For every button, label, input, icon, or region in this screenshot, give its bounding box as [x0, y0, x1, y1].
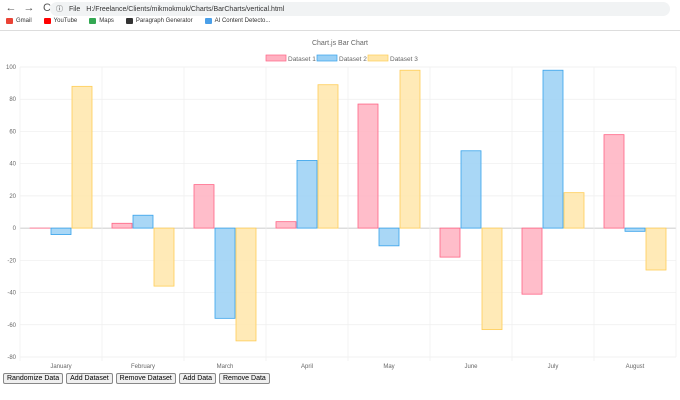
bar — [624, 227, 646, 232]
divider — [0, 30, 680, 31]
legend-label: Dataset 2 — [339, 56, 367, 63]
url-text: H:/Freelance/Clients/mikmokmuk/Charts/Ba… — [86, 5, 285, 13]
bar — [214, 227, 236, 319]
y-tick-label: -80 — [7, 355, 16, 361]
bar — [521, 227, 543, 295]
bar — [481, 227, 503, 331]
button-row: Randomize Data Add Dataset Remove Datase… — [3, 373, 270, 384]
info-icon: ⓘ — [56, 6, 63, 13]
y-tick-label: 80 — [9, 97, 16, 103]
x-tick-label: April — [301, 364, 313, 370]
bar — [460, 150, 482, 229]
bar — [645, 227, 667, 271]
bar — [50, 227, 72, 235]
y-tick-label: -60 — [7, 323, 16, 329]
legend-swatch — [316, 54, 338, 62]
bookmark-item[interactable]: YouTube — [43, 18, 78, 24]
bar — [275, 221, 297, 229]
bookmark-icon — [6, 18, 13, 24]
bar — [71, 85, 93, 229]
y-tick-label: -20 — [7, 258, 16, 264]
randomize-data-button[interactable]: Randomize Data — [3, 373, 64, 384]
bookmark-icon — [204, 18, 212, 24]
bar — [111, 222, 133, 229]
legend-label: Dataset 1 — [288, 56, 316, 63]
x-tick-label: June — [464, 364, 478, 370]
y-tick-label: 60 — [9, 129, 16, 135]
bookmark-item[interactable]: AI Content Detecto... — [204, 18, 271, 24]
bar — [357, 103, 379, 229]
bar — [542, 69, 564, 229]
bar — [378, 227, 400, 247]
x-tick-label: May — [383, 364, 394, 370]
remove-dataset-button[interactable]: Remove Dataset — [115, 373, 176, 384]
y-tick-label: 0 — [13, 226, 17, 232]
bar — [439, 227, 461, 258]
chart-title: Chart.js Bar Chart — [312, 40, 368, 47]
legend-swatch — [265, 54, 287, 62]
file-label: File — [69, 5, 81, 13]
x-tick-label: July — [548, 364, 559, 370]
bar — [603, 134, 625, 229]
bar — [193, 184, 215, 229]
y-tick-label: -40 — [7, 291, 16, 297]
legend-label: Dataset 3 — [390, 56, 418, 63]
add-dataset-button[interactable]: Add Dataset — [66, 373, 113, 384]
bookmark-label: AI Content Detecto... — [214, 18, 271, 24]
bookmark-icon — [43, 18, 51, 24]
bar — [296, 160, 318, 229]
back-button[interactable]: ← — [5, 2, 17, 14]
bookmark-item[interactable]: Paragraph Generator — [125, 18, 193, 24]
bookmark-item[interactable]: Maps — [89, 18, 114, 24]
legend-swatch — [367, 54, 389, 62]
bar-chart: Chart.js Bar Chart Dataset 1 Dataset 2 Data… — [6, 40, 677, 370]
address-bar[interactable]: ⓘ File H:/Freelance/Clients/mikmokmuk/Char… — [50, 2, 670, 16]
bookmarks-bar: Gmail YouTube Maps Paragraph Generator AI Co… — [6, 18, 270, 24]
add-data-button[interactable]: Add Data — [178, 373, 216, 384]
bar — [153, 227, 175, 287]
bar — [317, 84, 339, 229]
bar — [563, 192, 585, 229]
reload-button[interactable]: C — [43, 2, 51, 14]
bookmark-icon — [125, 18, 133, 24]
bookmark-item[interactable]: Gmail — [6, 18, 32, 24]
bar — [132, 214, 154, 229]
bookmark-icon — [89, 18, 97, 24]
x-tick-label: March — [217, 364, 234, 370]
x-tick-label: February — [131, 364, 155, 370]
y-tick-label: 100 — [6, 65, 17, 71]
x-tick-label: August — [626, 364, 645, 370]
x-tick-label: January — [50, 364, 71, 370]
remove-data-button[interactable]: Remove Data — [219, 373, 270, 384]
bookmark-label: Maps — [99, 18, 114, 24]
bar — [399, 69, 421, 229]
bookmark-label: Paragraph Generator — [135, 18, 193, 24]
forward-button[interactable]: → — [23, 2, 35, 14]
bar — [235, 227, 257, 342]
y-tick-label: 40 — [9, 162, 16, 168]
y-tick-label: 20 — [9, 194, 16, 200]
bookmark-label: Gmail — [16, 18, 32, 24]
bookmark-label: YouTube — [53, 18, 78, 24]
